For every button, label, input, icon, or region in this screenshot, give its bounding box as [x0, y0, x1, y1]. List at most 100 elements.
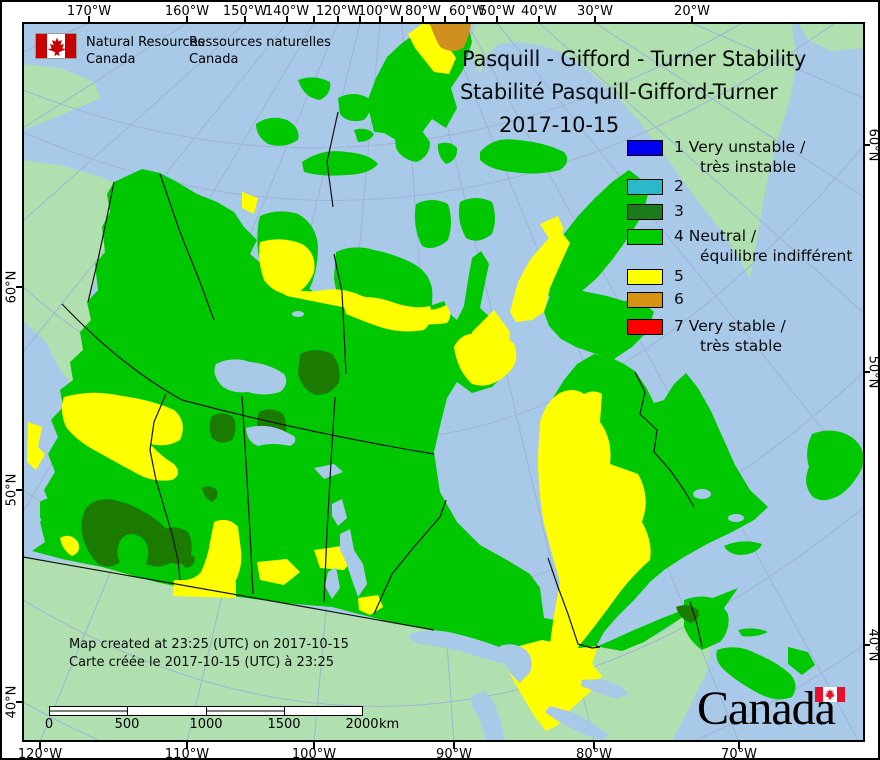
lakes: [214, 311, 744, 741]
axis-tick: [337, 16, 339, 23]
ontario-quebec-border: [547, 557, 601, 649]
baffin-west-yellow: [510, 230, 570, 322]
axis-tick: [691, 16, 693, 23]
alberta-sask-border: [241, 395, 254, 595]
axis-label: 150°W: [222, 4, 268, 19]
russia-land: [23, 64, 100, 130]
axis-label: 170°W: [66, 4, 112, 19]
axis-tick: [16, 701, 23, 703]
sask-manitoba-border: [323, 396, 336, 603]
prince-of-wales-island: [414, 200, 451, 248]
haida-gwaii-yellow: [27, 422, 45, 470]
legend-label: 5: [674, 267, 684, 285]
map-area: Pasquill - Gifford - Turner Stability St…: [23, 23, 864, 741]
legend-label-line2: très instable: [700, 158, 797, 176]
northeast-land-patch: [799, 23, 864, 51]
axis-tick: [863, 371, 870, 373]
scale-bar: [49, 706, 363, 716]
axis-tick: [444, 16, 446, 23]
lake-ontario: [581, 679, 629, 699]
axis-tick: [538, 16, 540, 23]
bc-alberta-border: [149, 393, 181, 581]
legend-swatch-icon: [627, 229, 663, 245]
axis-tick: [379, 16, 381, 23]
created-text-fr: Carte créée le 2017-10-15 (UTC) à 23:25: [69, 655, 334, 670]
axis-label: 100°W: [291, 747, 337, 760]
lake-erie: [545, 706, 609, 741]
axis-label: 20°W: [674, 4, 710, 19]
axis-label: 120°W: [17, 747, 63, 760]
created-text-en: Map created at 23:25 (UTC) on 2017-10-15: [69, 637, 349, 652]
axis-tick: [496, 16, 498, 23]
axis-tick: [16, 489, 23, 491]
nrcan-name-en: Natural Resources Canada: [86, 35, 205, 67]
great-bear-lake: [214, 359, 287, 395]
axis-label: 160°W: [164, 4, 210, 19]
axis-tick: [863, 644, 870, 646]
axis-label: 40°N: [865, 628, 880, 662]
axis-label: 40°W: [521, 4, 557, 19]
axis-tick: [422, 16, 424, 23]
axis-tick: [738, 742, 740, 749]
yukon-nwt-border: [159, 173, 215, 321]
lake-superior: [409, 630, 514, 665]
legend-swatch-icon: [627, 204, 663, 220]
prince-edward-island: [738, 628, 768, 637]
quebec-labrador-border: [634, 371, 695, 508]
axis-label: 140°W: [264, 4, 310, 19]
legend-swatch-icon: [627, 140, 663, 156]
legend-label: 6: [674, 290, 684, 308]
axis-label: 60°N: [865, 128, 880, 162]
axis-tick: [286, 16, 288, 23]
stability3-zones: [81, 350, 699, 623]
quebec-hudson-yellow: [538, 390, 651, 650]
melville-peninsula-yellow: [472, 310, 510, 374]
nwt-nunavut-border: [326, 111, 347, 375]
lake-huron: [499, 644, 532, 683]
anticosti-island: [724, 541, 762, 555]
prairie-streak-yellow: [257, 559, 300, 585]
maple-leaf-icon: [824, 688, 836, 700]
scale-bar-value: 0: [44, 717, 54, 732]
banks-south-yellow: [259, 239, 315, 295]
us-border: [23, 556, 703, 648]
axis-tick: [359, 16, 361, 23]
vancouver-island-yellow: [60, 535, 80, 556]
axis-label: 50°W: [479, 4, 515, 19]
legend-swatch-icon: [627, 319, 663, 335]
axis-tick: [16, 286, 23, 288]
lake-michigan: [472, 691, 505, 741]
legend-label: 3: [674, 202, 684, 220]
axis-tick: [186, 16, 188, 23]
south-alberta-yellow: [173, 519, 242, 597]
axis-tick: [88, 16, 90, 23]
axis-label: 120°W: [315, 4, 361, 19]
nrcan-flag-icon: [35, 33, 77, 59]
axis-label: 80°W: [405, 4, 441, 19]
great-slave-lake: [246, 425, 296, 446]
newfoundland-island: [806, 430, 864, 501]
axis-tick: [244, 16, 246, 23]
axis-label: 70°W: [721, 747, 757, 760]
legend-label: 7 Very stable /: [674, 317, 786, 335]
canada-wordmark: Canada: [697, 682, 836, 735]
vancouver-island: [40, 497, 93, 560]
axis-tick: [466, 16, 468, 23]
legend-swatch-icon: [627, 179, 663, 195]
canada-stability-map: [23, 23, 864, 741]
borders: [23, 111, 703, 649]
bc-interior-yellow: [61, 392, 183, 481]
axis-tick: [863, 144, 870, 146]
axis-tick: [186, 742, 188, 749]
legend-swatch-icon: [627, 292, 663, 308]
maple-leaf-icon: [47, 37, 67, 57]
stability6-zone: [430, 24, 471, 51]
legend-label-line2: très stable: [700, 337, 782, 355]
alaska-yukon-border: [87, 181, 115, 303]
axis-tick: [593, 742, 595, 749]
manitoba-ontario-border: [373, 499, 447, 615]
scale-bar-value: 1000: [189, 717, 223, 732]
lake-athabasca: [314, 464, 343, 479]
legend-label-line2: équilibre indifférent: [700, 247, 853, 265]
